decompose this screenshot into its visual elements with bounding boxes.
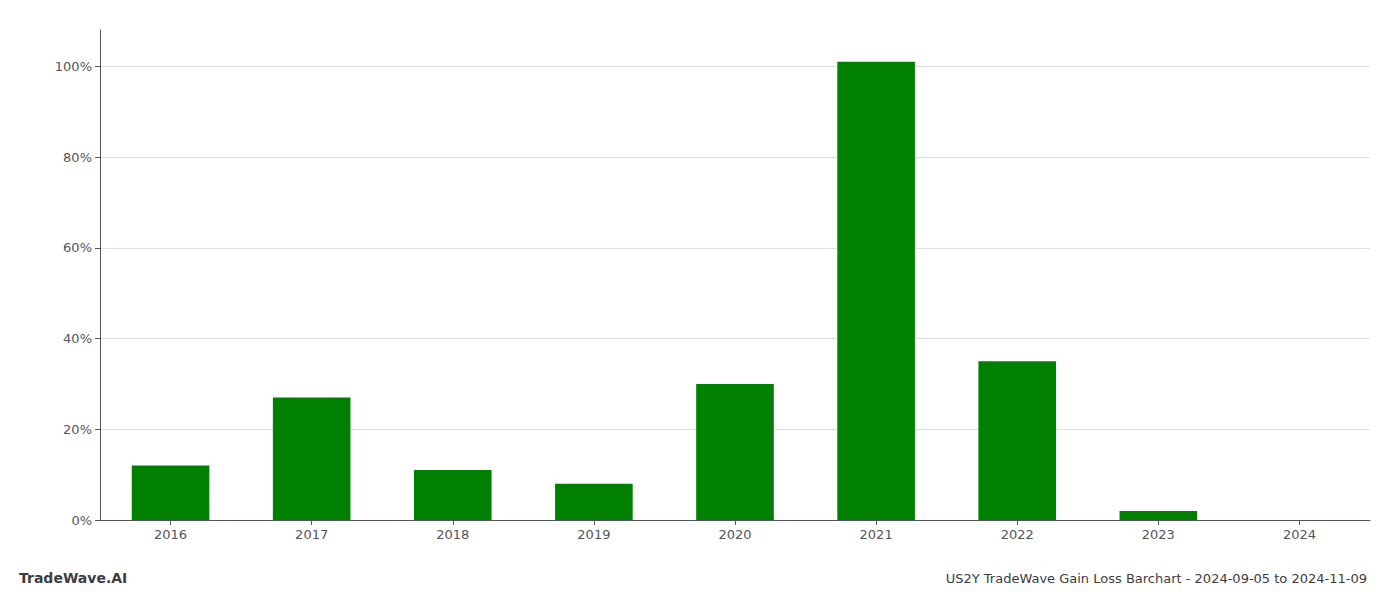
svg-text:2021: 2021 [860,527,893,542]
svg-text:2016: 2016 [154,527,187,542]
svg-text:US2Y TradeWave Gain Loss Barch: US2Y TradeWave Gain Loss Barchart - 2024… [946,571,1367,586]
svg-text:100%: 100% [55,59,92,74]
svg-text:0%: 0% [71,513,92,528]
svg-text:2019: 2019 [577,527,610,542]
svg-text:2020: 2020 [718,527,751,542]
svg-text:20%: 20% [63,422,92,437]
svg-text:2024: 2024 [1283,527,1316,542]
svg-text:2018: 2018 [436,527,469,542]
svg-text:TradeWave.AI: TradeWave.AI [19,570,127,586]
svg-text:80%: 80% [63,150,92,165]
svg-text:60%: 60% [63,240,92,255]
svg-text:2023: 2023 [1142,527,1175,542]
svg-text:2017: 2017 [295,527,328,542]
svg-text:40%: 40% [63,331,92,346]
svg-text:2022: 2022 [1001,527,1034,542]
